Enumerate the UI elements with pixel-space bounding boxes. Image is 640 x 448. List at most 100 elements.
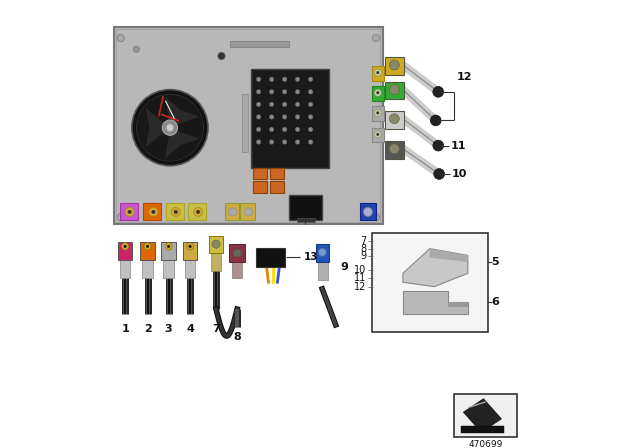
Circle shape — [433, 86, 444, 97]
Circle shape — [295, 140, 300, 144]
Circle shape — [257, 77, 261, 82]
FancyBboxPatch shape — [371, 86, 384, 101]
Circle shape — [186, 243, 194, 250]
Circle shape — [308, 77, 313, 82]
FancyBboxPatch shape — [188, 203, 206, 220]
Circle shape — [212, 240, 220, 248]
FancyBboxPatch shape — [118, 242, 132, 260]
Circle shape — [149, 207, 158, 216]
FancyBboxPatch shape — [454, 394, 517, 437]
FancyBboxPatch shape — [161, 242, 176, 260]
FancyBboxPatch shape — [243, 94, 248, 152]
FancyBboxPatch shape — [166, 203, 184, 220]
Text: 10: 10 — [452, 169, 467, 179]
FancyBboxPatch shape — [316, 244, 329, 262]
Text: 470699: 470699 — [468, 440, 503, 448]
FancyBboxPatch shape — [211, 242, 221, 271]
FancyBboxPatch shape — [209, 236, 223, 253]
Circle shape — [165, 243, 172, 250]
Text: 4: 4 — [186, 324, 194, 334]
Polygon shape — [164, 96, 200, 128]
Text: 5: 5 — [491, 257, 499, 267]
FancyBboxPatch shape — [120, 203, 138, 220]
Circle shape — [376, 71, 379, 74]
Circle shape — [282, 90, 287, 94]
Circle shape — [144, 243, 151, 250]
Polygon shape — [448, 302, 468, 307]
FancyBboxPatch shape — [385, 57, 404, 75]
FancyBboxPatch shape — [297, 218, 315, 222]
FancyBboxPatch shape — [371, 66, 384, 81]
FancyBboxPatch shape — [270, 168, 284, 179]
FancyBboxPatch shape — [225, 203, 239, 220]
FancyBboxPatch shape — [253, 181, 267, 193]
Text: 8: 8 — [233, 332, 241, 342]
Circle shape — [282, 115, 287, 119]
FancyBboxPatch shape — [256, 248, 285, 267]
FancyBboxPatch shape — [143, 203, 161, 220]
Circle shape — [374, 89, 381, 96]
FancyBboxPatch shape — [385, 82, 404, 99]
Circle shape — [389, 60, 399, 70]
Circle shape — [257, 140, 261, 144]
Polygon shape — [403, 249, 468, 287]
Text: 8: 8 — [360, 244, 366, 254]
Circle shape — [269, 102, 274, 107]
FancyBboxPatch shape — [230, 41, 289, 47]
Polygon shape — [164, 128, 200, 159]
FancyBboxPatch shape — [371, 128, 384, 142]
Circle shape — [269, 140, 274, 144]
Circle shape — [228, 208, 237, 216]
Circle shape — [295, 77, 300, 82]
Circle shape — [308, 127, 313, 132]
Polygon shape — [430, 249, 468, 262]
Circle shape — [189, 245, 191, 248]
Circle shape — [308, 140, 313, 144]
FancyBboxPatch shape — [163, 246, 174, 278]
Circle shape — [146, 245, 149, 248]
FancyBboxPatch shape — [142, 246, 153, 278]
FancyBboxPatch shape — [240, 203, 255, 220]
Circle shape — [282, 140, 287, 144]
FancyBboxPatch shape — [289, 195, 323, 220]
Circle shape — [376, 91, 379, 94]
Circle shape — [295, 115, 300, 119]
Circle shape — [308, 115, 313, 119]
Text: 11: 11 — [354, 273, 366, 283]
Circle shape — [257, 90, 261, 94]
Circle shape — [257, 127, 261, 132]
Circle shape — [282, 127, 287, 132]
Polygon shape — [145, 107, 170, 148]
Circle shape — [434, 168, 445, 179]
Circle shape — [376, 112, 379, 114]
Circle shape — [282, 77, 287, 82]
Circle shape — [128, 210, 131, 214]
Circle shape — [389, 144, 399, 154]
FancyBboxPatch shape — [250, 69, 329, 168]
Circle shape — [308, 90, 313, 94]
Circle shape — [295, 102, 300, 107]
Text: 13: 13 — [303, 252, 318, 262]
Polygon shape — [463, 399, 502, 432]
Circle shape — [166, 124, 173, 131]
Polygon shape — [403, 291, 468, 314]
Circle shape — [172, 207, 180, 216]
Circle shape — [152, 210, 155, 214]
Circle shape — [430, 115, 441, 126]
Circle shape — [269, 127, 274, 132]
Circle shape — [389, 85, 399, 95]
Circle shape — [269, 77, 274, 82]
FancyBboxPatch shape — [385, 111, 404, 129]
Text: 11: 11 — [451, 141, 466, 151]
Text: 7: 7 — [360, 236, 366, 246]
Circle shape — [389, 114, 399, 124]
Text: 9: 9 — [340, 262, 349, 271]
Circle shape — [196, 210, 200, 214]
Circle shape — [124, 245, 127, 248]
Circle shape — [295, 90, 300, 94]
Circle shape — [133, 46, 140, 52]
FancyBboxPatch shape — [461, 426, 504, 433]
Text: 6: 6 — [491, 297, 499, 307]
FancyBboxPatch shape — [371, 233, 488, 332]
FancyBboxPatch shape — [270, 181, 284, 193]
